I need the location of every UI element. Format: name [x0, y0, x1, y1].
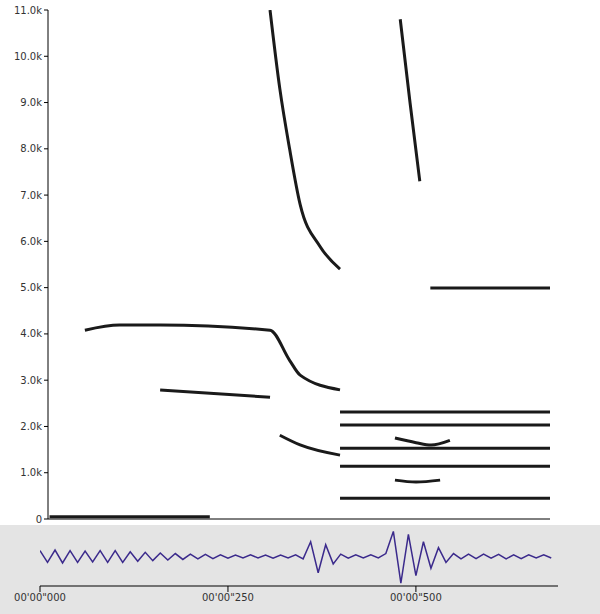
svg-text:11.0k: 11.0k	[14, 5, 42, 16]
svg-text:5.0k: 5.0k	[20, 282, 42, 293]
svg-text:4.0k: 4.0k	[20, 328, 42, 339]
svg-text:2.0k: 2.0k	[20, 421, 42, 432]
svg-text:00'00"250: 00'00"250	[202, 592, 254, 603]
svg-text:00'00"000: 00'00"000	[14, 592, 66, 603]
svg-text:9.0k: 9.0k	[20, 97, 42, 108]
svg-text:1.0k: 1.0k	[20, 467, 42, 478]
svg-text:3.0k: 3.0k	[20, 375, 42, 386]
svg-text:0: 0	[36, 514, 42, 525]
svg-text:7.0k: 7.0k	[20, 190, 42, 201]
svg-text:6.0k: 6.0k	[20, 236, 42, 247]
svg-text:8.0k: 8.0k	[20, 143, 42, 154]
svg-text:00'00"500: 00'00"500	[390, 592, 442, 603]
svg-text:10.0k: 10.0k	[14, 51, 42, 62]
